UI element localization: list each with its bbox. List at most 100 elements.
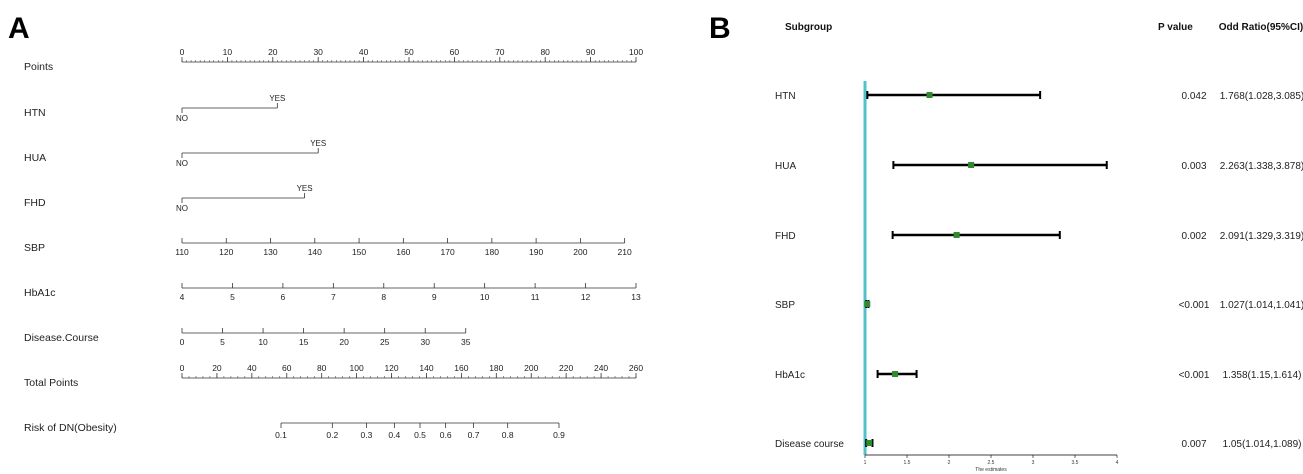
point-estimate bbox=[968, 162, 975, 168]
tick-label: 10 bbox=[480, 292, 490, 302]
forest-row: HbA1c <0.001 1.358(1.15,1.614) bbox=[775, 370, 1301, 381]
scale-points: Points 0 10 20 30 40 50 60 70 80 90 100 bbox=[24, 47, 643, 73]
header-subgroup: Subgroup bbox=[785, 22, 832, 33]
row-odds-ratio: 1.027(1.014,1.041) bbox=[1220, 300, 1303, 311]
scale-htn: HTN NO YES bbox=[24, 94, 285, 123]
tick-label: 120 bbox=[384, 363, 398, 373]
row-odds-ratio: 2.091(1.329,3.319) bbox=[1220, 231, 1303, 242]
row-subgroup: SBP bbox=[775, 300, 795, 311]
tick-label: 0 bbox=[180, 337, 185, 347]
row-p-value: <0.001 bbox=[1179, 370, 1210, 381]
row-p-value: 0.003 bbox=[1181, 161, 1206, 172]
tick-label: 0.9 bbox=[553, 430, 565, 440]
tick-label: 0.1 bbox=[275, 430, 287, 440]
scale-label: Risk of DN(Obesity) bbox=[24, 422, 117, 434]
tick-label: 5 bbox=[220, 337, 225, 347]
panel-b-label: B bbox=[709, 12, 731, 45]
tick-label: 0.3 bbox=[360, 430, 372, 440]
scale-label: Disease.Course bbox=[24, 332, 99, 344]
tick-label: 10 bbox=[223, 47, 233, 57]
forest-row: FHD 0.002 2.091(1.329,3.319) bbox=[775, 231, 1303, 242]
tick-label: 40 bbox=[247, 363, 257, 373]
tick-label: 130 bbox=[263, 247, 277, 257]
row-odds-ratio: 2.263(1.338,3.878) bbox=[1220, 161, 1303, 172]
tick-label: 140 bbox=[419, 363, 433, 373]
x-axis-title: The estimates bbox=[975, 467, 1007, 473]
row-p-value: 0.002 bbox=[1181, 231, 1206, 242]
tick-label: 220 bbox=[559, 363, 573, 373]
point-estimate bbox=[892, 371, 899, 377]
scale-label: HTN bbox=[24, 107, 46, 119]
row-p-value: 0.007 bbox=[1181, 439, 1206, 450]
tick-label: 210 bbox=[618, 247, 632, 257]
tick-label: 180 bbox=[485, 247, 499, 257]
x-tick-label: 1.5 bbox=[904, 460, 911, 466]
scale-label: HbA1c bbox=[24, 287, 56, 299]
row-odds-ratio: 1.358(1.15,1.614) bbox=[1223, 370, 1302, 381]
tick-label: 5 bbox=[230, 292, 235, 302]
row-p-value: 0.042 bbox=[1181, 91, 1206, 102]
x-tick-label: 3 bbox=[1032, 460, 1035, 466]
tick-label: 190 bbox=[529, 247, 543, 257]
tick-label: 0.8 bbox=[502, 430, 514, 440]
tick-label: 0.4 bbox=[388, 430, 400, 440]
header-odds-ratio: Odd Ratio(95%CI) bbox=[1219, 22, 1303, 33]
forest-plot: B Subgroup P value Odd Ratio(95%CI) 1 1.5 2 2.… bbox=[709, 12, 1303, 473]
tick-label: 4 bbox=[180, 292, 185, 302]
tick-label: 150 bbox=[352, 247, 366, 257]
tick-label: 110 bbox=[175, 247, 189, 257]
tick-label: 10 bbox=[258, 337, 268, 347]
category-label: NO bbox=[176, 159, 188, 168]
scale-risk-of-dn-obesity-: Risk of DN(Obesity) 0.1 0.2 0.3 0.4 0.5 0.6 0.7… bbox=[24, 422, 565, 440]
tick-label: 90 bbox=[586, 47, 596, 57]
scale-hba1c: HbA1c 4 5 6 7 8 9 10 11 12 13 bbox=[24, 283, 641, 302]
tick-label: 0.6 bbox=[440, 430, 452, 440]
tick-label: 35 bbox=[461, 337, 471, 347]
tick-label: 30 bbox=[420, 337, 430, 347]
forest-row: Disease course 0.007 1.05(1.014,1.089) bbox=[775, 439, 1301, 450]
scale-label: HUA bbox=[24, 152, 46, 164]
tick-label: 260 bbox=[629, 363, 643, 373]
scale-disease-course: Disease.Course 0 5 10 15 20 25 30 35 bbox=[24, 328, 471, 347]
tick-label: 9 bbox=[432, 292, 437, 302]
row-subgroup: HUA bbox=[775, 161, 796, 172]
tick-label: 20 bbox=[212, 363, 222, 373]
tick-label: 160 bbox=[396, 247, 410, 257]
scale-label: SBP bbox=[24, 242, 45, 254]
tick-label: 12 bbox=[581, 292, 591, 302]
row-subgroup: HbA1c bbox=[775, 370, 805, 381]
scale-label: Total Points bbox=[24, 377, 78, 389]
tick-label: 70 bbox=[495, 47, 505, 57]
tick-label: 50 bbox=[404, 47, 414, 57]
tick-label: 100 bbox=[350, 363, 364, 373]
tick-label: 180 bbox=[489, 363, 503, 373]
tick-label: 11 bbox=[531, 292, 540, 302]
tick-label: 20 bbox=[268, 47, 278, 57]
tick-label: 120 bbox=[219, 247, 233, 257]
scale-total-points: Total Points 0 20 40 60 80 100 120 140 160 180 200 2… bbox=[24, 363, 643, 389]
row-subgroup: Disease course bbox=[775, 439, 844, 450]
row-odds-ratio: 1.768(1.028,3.085) bbox=[1220, 91, 1303, 102]
forest-row: HUA 0.003 2.263(1.338,3.878) bbox=[775, 161, 1303, 172]
tick-label: 6 bbox=[281, 292, 286, 302]
tick-label: 200 bbox=[573, 247, 587, 257]
category-label: NO bbox=[176, 114, 188, 123]
point-estimate bbox=[926, 92, 933, 98]
panel-a-label: A bbox=[8, 12, 30, 45]
x-tick-label: 4 bbox=[1116, 460, 1119, 466]
tick-label: 8 bbox=[381, 292, 386, 302]
tick-label: 15 bbox=[299, 337, 309, 347]
tick-label: 40 bbox=[359, 47, 369, 57]
point-estimate bbox=[866, 440, 873, 446]
category-label: YES bbox=[310, 139, 326, 148]
x-tick-label: 1 bbox=[864, 460, 867, 466]
scale-hua: HUA NO YES bbox=[24, 139, 326, 168]
tick-label: 0.7 bbox=[468, 430, 480, 440]
scale-sbp: SBP 110 120 130 140 150 160 170 180 190 200 210 bbox=[24, 238, 632, 257]
tick-label: 7 bbox=[331, 292, 336, 302]
tick-label: 20 bbox=[339, 337, 349, 347]
tick-label: 25 bbox=[380, 337, 390, 347]
tick-label: 0.5 bbox=[414, 430, 426, 440]
category-label: YES bbox=[297, 184, 313, 193]
tick-label: 80 bbox=[317, 363, 327, 373]
